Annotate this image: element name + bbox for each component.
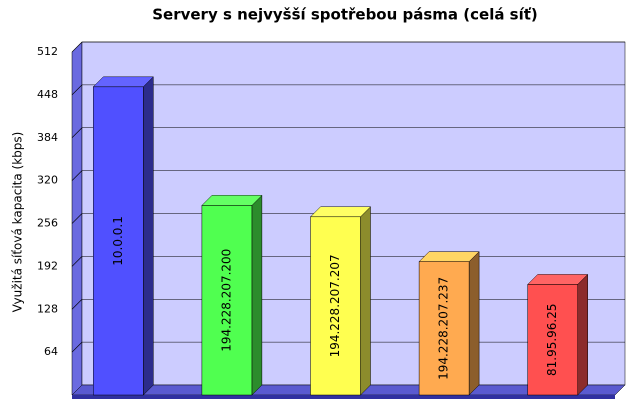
chart-title: Servery s nejvyšší spotřebou pásma (celá…: [152, 6, 538, 24]
grid-line: [71, 41, 83, 53]
bar: [527, 284, 578, 396]
grid-line: [71, 127, 83, 138]
y-tick-label: 64: [44, 345, 58, 358]
bar-top: [418, 251, 480, 262]
grid-line: [71, 213, 83, 224]
y-tick-label: 512: [37, 45, 58, 58]
bar-top: [201, 195, 263, 206]
bar-side: [251, 194, 263, 396]
grid-line: [71, 84, 83, 96]
bar-side: [143, 76, 154, 396]
y-tick-label: 384: [37, 131, 58, 144]
floor-edge: [72, 395, 615, 399]
grid-line: [71, 256, 83, 267]
grid-line: [71, 341, 83, 353]
bar-label: 194.228.207.207: [328, 254, 342, 357]
bar-label: 10.0.0.1: [111, 216, 125, 266]
grid-line: [71, 299, 83, 310]
bar: [418, 261, 470, 396]
bar-top: [527, 274, 589, 285]
bar: [93, 86, 144, 396]
y-tick-label: 320: [37, 174, 58, 187]
bar-label: 194.228.207.200: [219, 249, 233, 352]
y-tick-label: 128: [37, 302, 58, 315]
bar-side: [577, 273, 588, 396]
y-axis-title: Využitá síťová kapacita (kbps): [11, 132, 25, 313]
bar: [201, 205, 253, 396]
grid-line: [71, 170, 83, 181]
bar-label: 194.228.207.237: [437, 277, 451, 380]
bar-top: [309, 206, 372, 218]
y-tick-label: 192: [37, 259, 58, 272]
bar-label: 81.95.96.25: [545, 303, 559, 376]
bar-top: [92, 76, 154, 88]
bar-side: [468, 251, 480, 396]
bar-side: [360, 206, 371, 396]
y-tick-label: 256: [37, 217, 58, 230]
bar: [310, 216, 361, 396]
y-tick-label: 448: [37, 88, 58, 101]
